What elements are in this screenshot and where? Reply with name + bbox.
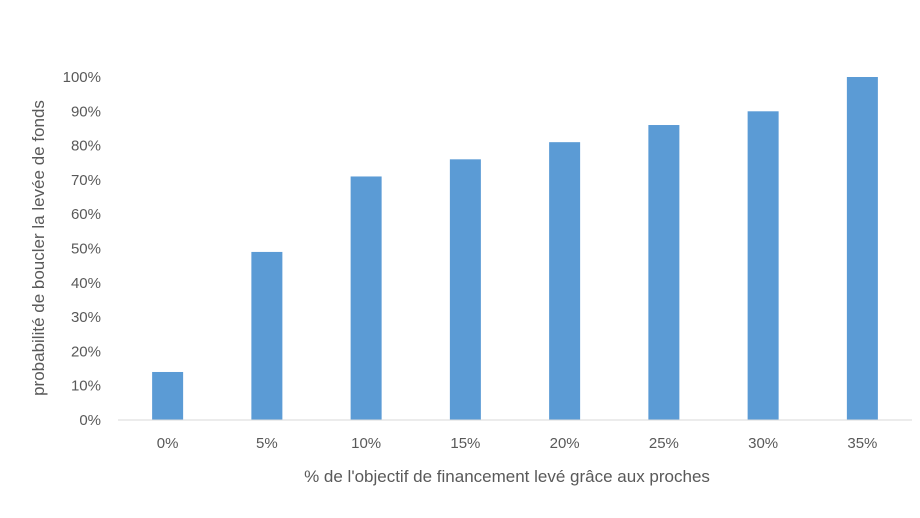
bar-5 xyxy=(648,125,680,421)
x-tick-label: 15% xyxy=(450,435,480,452)
y-tick-label: 70% xyxy=(71,172,101,189)
y-tick-label: 20% xyxy=(71,343,101,360)
y-tick-label: 90% xyxy=(71,103,101,120)
bar-7 xyxy=(846,77,878,420)
y-axis-title: probabilité de boucler la levée de fonds xyxy=(29,100,48,396)
x-tick-label: 5% xyxy=(256,435,278,452)
y-tick-label: 0% xyxy=(79,412,101,429)
y-tick-label: 100% xyxy=(63,69,101,86)
x-axis-ticks: 0% 5% 10% 15% 20% 25% 30% 35% xyxy=(157,435,878,452)
bar-0 xyxy=(152,371,184,420)
y-tick-label: 60% xyxy=(71,206,101,223)
bar-4 xyxy=(549,142,581,421)
bar-3 xyxy=(449,159,481,420)
bar-2 xyxy=(350,176,382,420)
bar-1 xyxy=(251,251,283,420)
y-tick-label: 40% xyxy=(71,275,101,292)
x-axis-title: % de l'objectif de financement levé grâc… xyxy=(304,467,710,486)
x-tick-label: 25% xyxy=(649,435,679,452)
y-tick-label: 80% xyxy=(71,138,101,155)
y-tick-label: 50% xyxy=(71,241,101,258)
bars xyxy=(152,77,878,421)
y-axis-ticks: 0% 10% 20% 30% 40% 50% 60% 70% 80% 90% 100% xyxy=(63,69,101,429)
x-tick-label: 10% xyxy=(351,435,381,452)
x-tick-label: 20% xyxy=(550,435,580,452)
x-tick-label: 35% xyxy=(847,435,877,452)
x-tick-label: 0% xyxy=(157,435,179,452)
x-tick-label: 30% xyxy=(748,435,778,452)
bar-6 xyxy=(747,111,779,421)
y-tick-label: 30% xyxy=(71,309,101,326)
y-tick-label: 10% xyxy=(71,378,101,395)
